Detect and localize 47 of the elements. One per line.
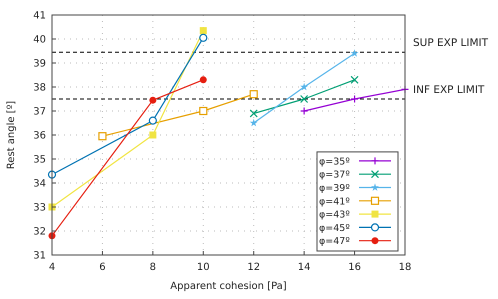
x-tick-label: 16	[348, 262, 361, 273]
point	[300, 106, 308, 116]
point	[199, 106, 208, 116]
y-tick-label: 36	[33, 130, 46, 142]
point	[350, 94, 359, 104]
point	[200, 76, 207, 84]
y-tick-label: 38	[33, 82, 46, 94]
x-tick-label: 10	[196, 262, 210, 273]
point	[149, 96, 156, 104]
legend-label: φ=45º	[319, 222, 350, 234]
x-tick-label: 8	[150, 262, 156, 273]
x-tick-label: 6	[99, 262, 106, 273]
y-tick-label: 31	[33, 250, 46, 262]
y-tick-label: 33	[33, 202, 46, 214]
x-tick-label: 12	[247, 262, 260, 273]
point	[250, 118, 258, 126]
y-tick-label: 32	[33, 226, 46, 238]
legend-label: φ=35º	[319, 156, 350, 168]
x-tick-label: 14	[298, 262, 311, 273]
y-tick-label: 37	[33, 106, 46, 118]
y-tick-label: 39	[33, 58, 46, 70]
x-tick-label: 4	[48, 262, 56, 273]
point	[300, 82, 308, 90]
point	[199, 34, 208, 42]
y-tick-label: 34	[33, 178, 46, 190]
point	[200, 27, 207, 34]
y-tick-label: 41	[33, 10, 46, 22]
point	[148, 116, 157, 125]
legend-label: φ=47º	[319, 236, 350, 248]
x-tick-label: 18	[398, 262, 412, 273]
x-axis-title: Apparent cohesion [Pa]	[170, 281, 287, 292]
point	[350, 49, 359, 57]
legend-label: φ=37º	[319, 170, 350, 181]
ref-line-label: SUP EXP LIMIT	[413, 37, 489, 50]
point	[149, 132, 156, 138]
legend-label: φ=39º	[319, 183, 350, 194]
y-tick-label: 40	[33, 34, 46, 46]
ref-line-label: INF EXP LIMIT	[413, 84, 485, 96]
y-axis-title: Rest angle [º]	[6, 100, 17, 170]
point	[98, 132, 107, 140]
point	[250, 109, 258, 118]
point	[250, 90, 258, 98]
legend-label: φ=41º	[319, 196, 350, 208]
point	[300, 94, 308, 104]
y-tick-label: 35	[33, 154, 46, 166]
point	[350, 76, 359, 84]
legend-label: φ=43º	[319, 210, 350, 221]
